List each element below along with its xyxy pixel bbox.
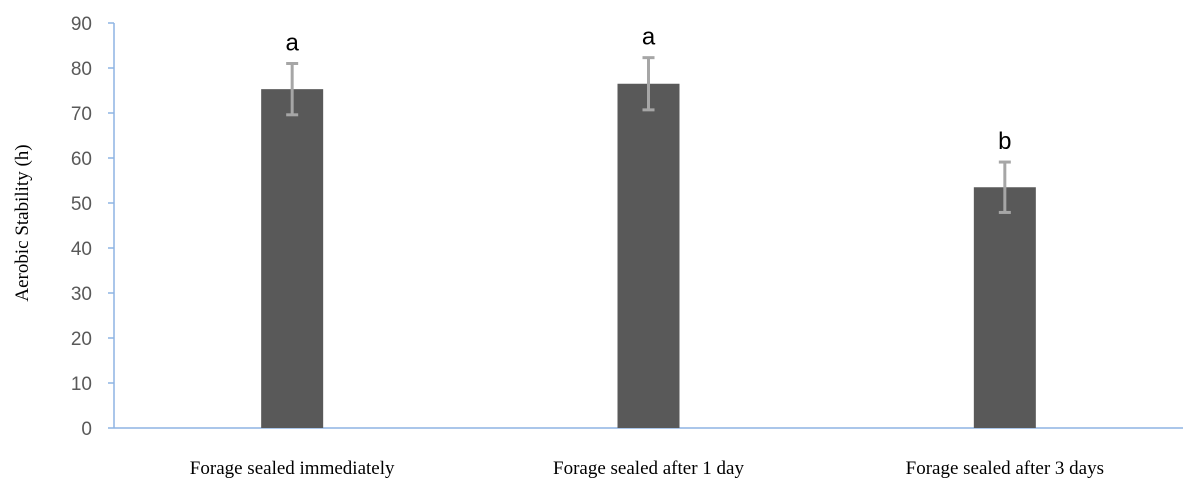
category-labels: Forage sealed immediately Forage sealed a…: [190, 458, 1104, 479]
error-bar: [286, 62, 299, 117]
y-tick-label: 50: [71, 194, 92, 215]
y-tick-label: 20: [71, 329, 92, 350]
bar: [261, 89, 324, 429]
y-tick-label: 10: [71, 374, 92, 395]
bars: [261, 83, 1036, 429]
error-bar: [642, 56, 655, 112]
significance-letter: b: [998, 128, 1011, 155]
x-tick-label: Forage sealed immediately: [190, 458, 395, 479]
error-bars: [286, 56, 1011, 214]
y-axis-title: Aerobic Stability (h): [12, 144, 33, 301]
significance-letter: a: [642, 24, 656, 51]
y-tick-label: 60: [71, 149, 92, 170]
y-tick-label: 40: [71, 239, 92, 260]
y-axis: 0 10 20 30 40 50 60 70 80 90: [71, 14, 115, 440]
y-tick-label: 30: [71, 284, 92, 305]
y-tick-label: 0: [81, 419, 92, 440]
significance-letter: a: [285, 30, 299, 57]
y-tick-label: 70: [71, 104, 92, 125]
y-tick-label: 90: [71, 14, 92, 35]
x-tick-label: Forage sealed after 1 day: [553, 458, 744, 479]
error-bar: [998, 160, 1011, 214]
bar: [617, 83, 680, 428]
bar: [973, 187, 1036, 428]
significance-letters: a a b: [285, 24, 1011, 155]
x-tick-label: Forage sealed after 3 days: [906, 458, 1104, 479]
y-tick-label: 80: [71, 59, 92, 80]
